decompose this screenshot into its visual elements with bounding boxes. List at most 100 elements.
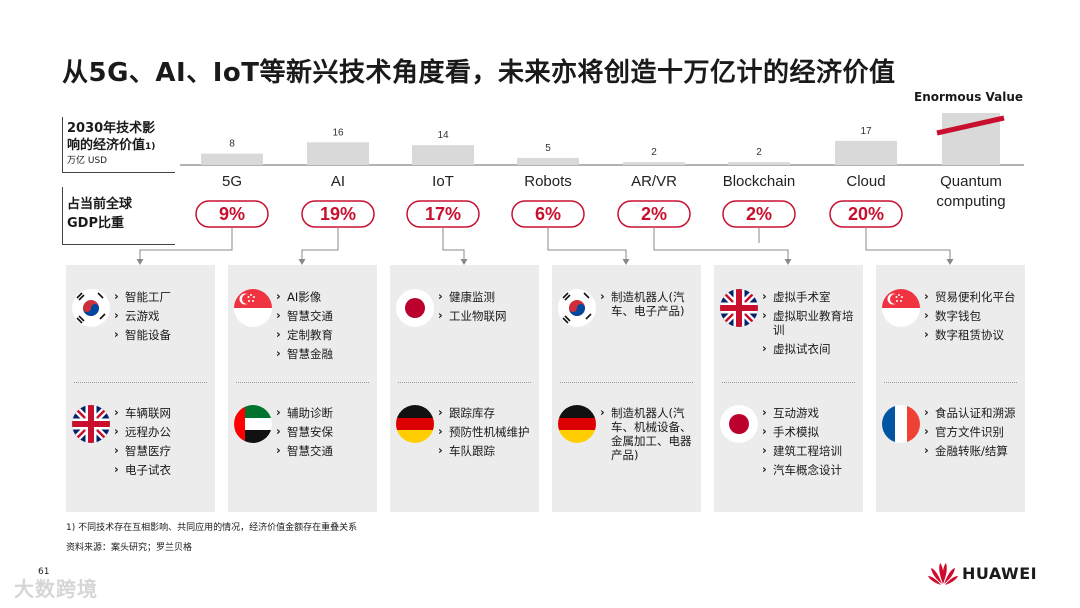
bar	[623, 162, 685, 165]
use-case-item: 智慧医疗	[114, 443, 211, 458]
use-case-item: 预防性机械维护	[438, 424, 535, 439]
japan-flag	[396, 289, 434, 327]
use-case-list: 智能工厂云游戏智能设备	[114, 289, 211, 347]
bar	[728, 162, 790, 165]
bar-value-label: 2	[756, 147, 762, 158]
bar	[307, 142, 369, 165]
use-case-panel: AI影像智慧交通定制教育智慧金融辅助诊断智慧安保智慧交通	[228, 265, 377, 512]
page-title: 从5G、AI、IoT等新兴技术角度看，未来亦将创造十万亿计的经济价值	[62, 58, 896, 88]
korea-flag	[558, 289, 596, 327]
page-number: 61	[38, 567, 50, 577]
use-case-panel: 虚拟手术室虚拟职业教育培训虚拟试衣间互动游戏手术模拟建筑工程培训汽车概念设计	[714, 265, 863, 512]
use-case-item: 车辆联网	[114, 405, 211, 420]
use-case-item: 虚拟职业教育培训	[762, 308, 859, 337]
use-case-list: 制造机器人(汽车、电子产品)	[600, 289, 697, 323]
value-axis-label-box: 2030年技术影 响的经济价值1) 万亿 USD	[62, 117, 175, 173]
bar	[412, 145, 474, 165]
use-case-item: 智能工厂	[114, 289, 211, 304]
bar-value-label: 14	[437, 130, 449, 141]
category-label-line: Quantum	[940, 173, 1002, 190]
use-case-item: 智慧安保	[276, 424, 373, 439]
use-case-item: 金融转账/结算	[924, 443, 1021, 458]
category-label: AR/VR	[631, 173, 677, 190]
gdp-share-label: 6%	[535, 204, 561, 224]
huawei-petal-icon	[928, 563, 958, 585]
economic-value-chart: 8 5G 9% 16 AI 19% 14 IoT 17% 5 Robots 6% 2 AR/VR 2% 2 Bl…	[136, 113, 1024, 265]
category-label: IoT	[432, 173, 454, 190]
use-case-list: 跟踪库存预防性机械维护车队跟踪	[438, 405, 535, 463]
use-case-item: 智慧金融	[276, 346, 373, 361]
singapore-flag	[882, 289, 920, 327]
use-case-item: 智慧交通	[276, 308, 373, 323]
value-unit: 万亿 USD	[67, 156, 108, 166]
japan-flag	[720, 405, 758, 443]
use-case-list: 健康监测工业物联网	[438, 289, 535, 328]
use-case-item: 定制教育	[276, 327, 373, 342]
use-case-item: 互动游戏	[762, 405, 859, 420]
use-case-list: 虚拟手术室虚拟职业教育培训虚拟试衣间	[762, 289, 859, 361]
panel-divider	[884, 382, 1017, 383]
panel-divider	[722, 382, 855, 383]
use-case-list: 贸易便利化平台数字钱包数字租赁协议	[924, 289, 1021, 347]
category-label: Cloud	[846, 173, 885, 190]
source-note: 资料来源：案头研究；罗兰贝格	[66, 543, 193, 553]
connector-robots	[547, 227, 627, 263]
panel-divider	[560, 382, 693, 383]
use-case-list: 食品认证和溯源官方文件识别金融转账/结算	[924, 405, 1021, 463]
use-case-list: 辅助诊断智慧安保智慧交通	[276, 405, 373, 463]
use-case-item: 健康监测	[438, 289, 535, 304]
use-case-item: 跟踪库存	[438, 405, 535, 420]
connector-arrowhead	[136, 259, 144, 265]
panel-divider	[74, 382, 207, 383]
uae-flag	[234, 405, 272, 443]
gdp-share-label: 17%	[425, 204, 461, 224]
use-case-item: 车队跟踪	[438, 443, 535, 458]
singapore-flag	[234, 289, 272, 327]
use-case-item: 虚拟试衣间	[762, 341, 859, 356]
bar-value-label: 5	[545, 143, 551, 154]
use-case-item: 建筑工程培训	[762, 443, 859, 458]
connector-arrowhead	[298, 259, 306, 265]
use-case-item: 远程办公	[114, 424, 211, 439]
use-case-item: 电子试衣	[114, 462, 211, 477]
panel-divider	[398, 382, 531, 383]
use-case-list: 车辆联网远程办公智慧医疗电子试衣	[114, 405, 211, 482]
use-case-item: 智慧交通	[276, 443, 373, 458]
germany-flag	[396, 405, 434, 443]
panel-divider	[236, 382, 369, 383]
bar-value-label: 16	[332, 127, 344, 138]
use-case-item: 虚拟手术室	[762, 289, 859, 304]
use-case-item: 智能设备	[114, 327, 211, 342]
gdp-share-label: 2%	[641, 204, 667, 224]
connector-iot	[442, 227, 465, 263]
use-case-item: 官方文件识别	[924, 424, 1021, 439]
use-case-item: 制造机器人(汽车、电子产品)	[600, 289, 697, 318]
connector-arrowhead	[946, 259, 954, 265]
connector-arrowhead	[784, 259, 792, 265]
use-case-item: 数字钱包	[924, 308, 1021, 323]
connector-cloud	[865, 227, 951, 263]
category-label-line: computing	[936, 193, 1005, 210]
category-label: AI	[331, 173, 345, 190]
use-case-item: 贸易便利化平台	[924, 289, 1021, 304]
use-case-item: 手术模拟	[762, 424, 859, 439]
bar	[517, 157, 579, 165]
france-flag	[882, 405, 920, 443]
category-label: 5G	[222, 173, 242, 190]
use-case-list: 互动游戏手术模拟建筑工程培训汽车概念设计	[762, 405, 859, 482]
huawei-logo: HUAWEI	[926, 560, 1056, 586]
use-case-item: 工业物联网	[438, 308, 535, 323]
use-case-item: 汽车概念设计	[762, 462, 859, 477]
uk-flag	[720, 289, 758, 327]
use-case-list: AI影像智慧交通定制教育智慧金融	[276, 289, 373, 366]
use-case-panel: 贸易便利化平台数字钱包数字租赁协议食品认证和溯源官方文件识别金融转账/结算	[876, 265, 1025, 512]
use-case-panel: 健康监测工业物联网跟踪库存预防性机械维护车队跟踪	[390, 265, 539, 512]
gdp-label-box: 占当前全球 GDP比重	[62, 187, 175, 245]
gdp-share-label: 9%	[219, 204, 245, 224]
category-label: Blockchain	[723, 173, 796, 190]
category-label: Quantum computing	[936, 173, 1005, 210]
use-case-panel: 制造机器人(汽车、电子产品) 制造机器人(汽车、机械设备、金属加工、电器产品)	[552, 265, 701, 512]
bar	[835, 140, 897, 165]
use-case-panel: 智能工厂云游戏智能设备车辆联网远程办公智慧医疗电子试衣	[66, 265, 215, 512]
connector-arvr	[653, 227, 789, 263]
